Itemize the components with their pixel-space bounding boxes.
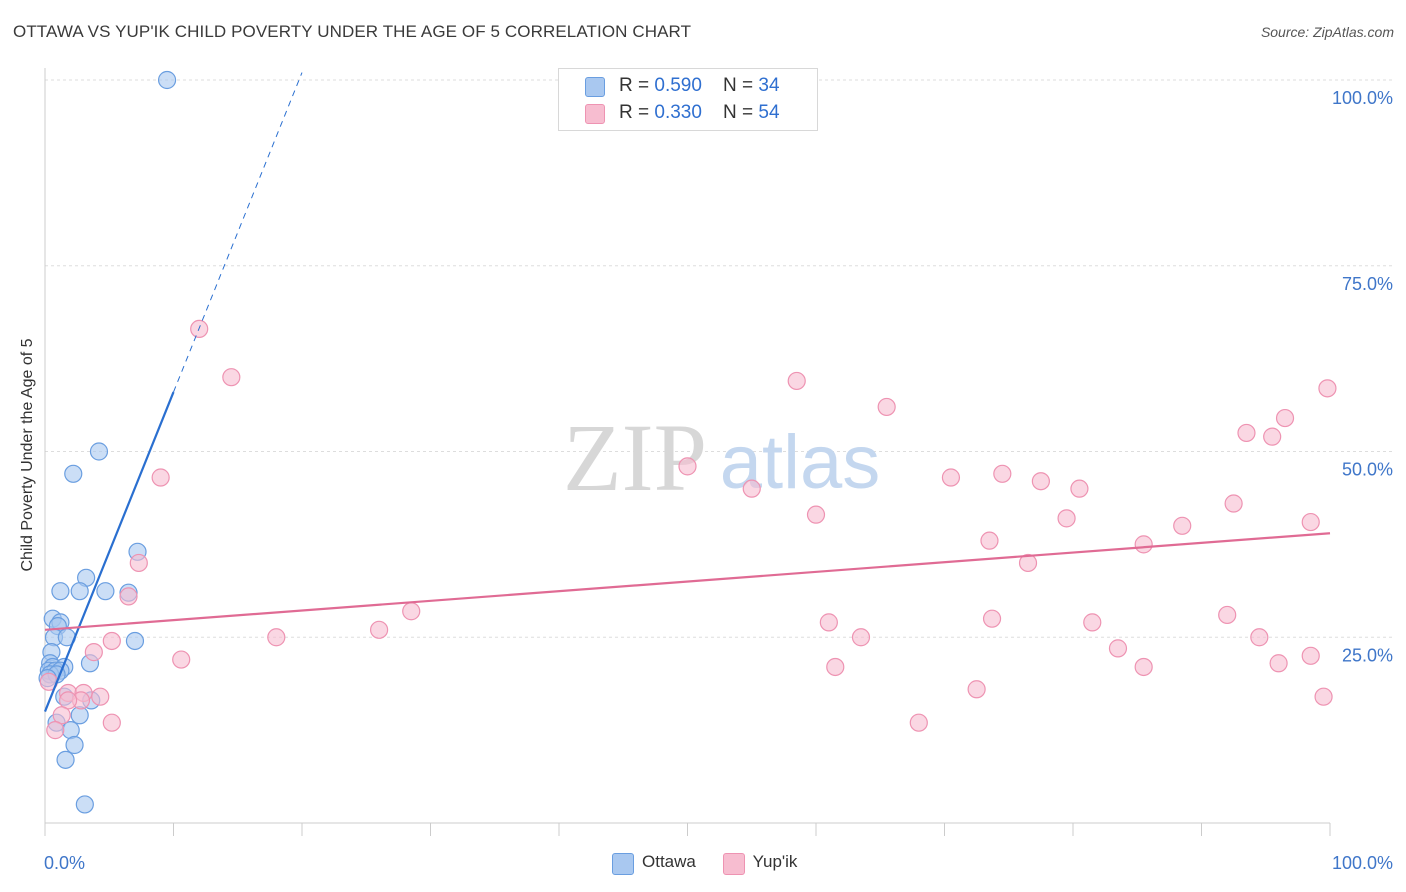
r-value-ottawa: 0.590 [654, 75, 702, 96]
yupik-point-4 [119, 587, 138, 606]
yupik-point-24 [819, 613, 838, 632]
trend-lines [43, 72, 1331, 712]
yupik-point-26 [851, 628, 871, 647]
yupik-point-3 [129, 553, 148, 573]
yupik-point-10 [91, 687, 110, 706]
yupik-point-40 [1134, 535, 1153, 554]
data-points [38, 70, 1337, 814]
ottawa-point-2 [64, 464, 83, 483]
yupik-point-53 [1314, 687, 1333, 706]
y-tick-label-75: 75.0% [1342, 274, 1393, 294]
legend-item-ottawa: Ottawa [612, 852, 696, 875]
ottawa-point-33 [75, 795, 94, 814]
yupik-trend-line [44, 532, 1331, 631]
yupik-point-34 [1018, 553, 1038, 573]
axes [44, 68, 1331, 836]
yupik-point-31 [980, 531, 999, 550]
ottawa-trend-line [43, 391, 175, 712]
chart-title: OTTAWA VS YUP'IK CHILD POVERTY UNDER THE… [13, 22, 692, 41]
x-tick-label-100: 100.0% [1332, 853, 1393, 873]
yupik-point-23 [806, 505, 826, 524]
yupik-point-46 [1250, 628, 1269, 647]
yupik-point-49 [1275, 408, 1295, 428]
ottawa-point-7 [96, 582, 115, 601]
yupik-point-29 [941, 468, 961, 487]
x-tick-label-0: 0.0% [44, 853, 85, 873]
yupik-point-36 [1057, 509, 1076, 528]
legend-label-ottawa: Ottawa [642, 852, 696, 871]
yupik-point-39 [1108, 639, 1128, 658]
yupik-swatch [585, 104, 605, 124]
yupik-point-52 [1318, 379, 1337, 398]
yupik-point-7 [172, 650, 191, 669]
source-label: Source: ZipAtlas.com [1260, 24, 1394, 40]
yupik-point-32 [982, 609, 1002, 628]
yupik-point-38 [1083, 613, 1102, 632]
r-value-yupik: 0.330 [654, 102, 702, 123]
watermark-zip: ZIP [563, 404, 707, 511]
n-value-yupik: 54 [758, 102, 780, 123]
ottawa-point-6 [70, 582, 89, 601]
ottawa-trend-extension [173, 72, 303, 393]
r-label: R = [619, 75, 655, 96]
yupik-point-27 [877, 397, 896, 417]
y-tick-label-100: 100.0% [1332, 88, 1393, 108]
yupik-point-45 [1237, 423, 1256, 443]
yupik-point-22 [787, 371, 806, 391]
yupik-point-15 [46, 721, 65, 740]
yupik-point-42 [1173, 516, 1192, 535]
yupik-point-19 [402, 602, 421, 621]
yupik-point-50 [1301, 646, 1320, 665]
ottawa-point-32 [56, 750, 75, 769]
yupik-point-37 [1070, 479, 1089, 498]
yupik-point-18 [370, 620, 389, 639]
n-value-ottawa: 34 [758, 75, 780, 96]
yupik-point-48 [1269, 654, 1288, 673]
ottawa-swatch [585, 77, 605, 97]
ottawa-point-31 [65, 735, 84, 755]
legend-item-yupik: Yup'ik [722, 852, 798, 875]
yupik-point-2 [151, 468, 170, 487]
series-legend: Ottawa Yup'ik [612, 852, 819, 875]
yupik-point-6 [84, 643, 103, 662]
yupik-point-44 [1224, 494, 1243, 513]
yupik-point-5 [102, 631, 121, 651]
ottawa-point-30 [61, 721, 80, 740]
n-label: N = [723, 75, 759, 96]
y-tick-label-25: 25.0% [1342, 645, 1393, 665]
yupik-legend-swatch [722, 853, 745, 875]
yupik-point-43 [1218, 605, 1237, 625]
ottawa-point-5 [51, 582, 70, 601]
yupik-point-20 [678, 457, 697, 476]
ottawa-point-1 [89, 442, 109, 461]
yupik-point-14 [102, 713, 121, 732]
yupik-point-25 [826, 657, 845, 677]
ottawa-point-0 [157, 70, 177, 90]
yupik-point-21 [742, 479, 761, 498]
tick-labels: 25.0% 50.0% 75.0% 100.0% 0.0% 100.0% [44, 88, 1393, 873]
ottawa-point-14 [125, 631, 145, 651]
yupik-point-1 [222, 368, 241, 387]
yupik-point-47 [1263, 427, 1282, 446]
legend-label-yupik: Yup'ik [752, 852, 798, 871]
r-label: R = [619, 102, 655, 123]
n-label: N = [723, 102, 759, 123]
yupik-point-33 [993, 464, 1012, 483]
y-tick-label-50: 50.0% [1342, 460, 1393, 480]
grid-lines [45, 79, 1392, 638]
ottawa-legend-swatch [612, 853, 634, 875]
yupik-point-35 [1031, 472, 1050, 491]
correlation-legend: R = 0.590 N = 34 R = 0.330 N = 54 [558, 68, 818, 131]
yupik-point-17 [267, 628, 286, 647]
yupik-point-28 [909, 713, 928, 732]
yupik-point-51 [1301, 512, 1320, 532]
yupik-point-41 [1134, 657, 1153, 677]
yupik-point-30 [967, 680, 986, 699]
y-axis-label: Child Poverty Under the Age of 5 [19, 338, 36, 572]
